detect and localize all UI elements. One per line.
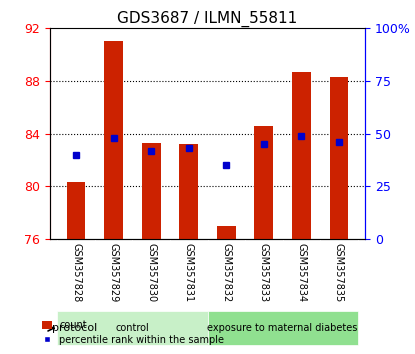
Bar [179, 144, 198, 239]
Text: exposure to maternal diabetes: exposure to maternal diabetes [208, 323, 358, 333]
Title: GDS3687 / ILMN_55811: GDS3687 / ILMN_55811 [117, 11, 298, 27]
FancyBboxPatch shape [57, 311, 208, 345]
Text: GSM357831: GSM357831 [184, 243, 194, 302]
Text: protocol: protocol [52, 323, 97, 333]
Bar [330, 77, 348, 239]
Bar [142, 143, 161, 239]
FancyBboxPatch shape [208, 311, 358, 345]
Bar [254, 126, 273, 239]
Bar [292, 72, 311, 239]
Bar [217, 226, 236, 239]
Bar [104, 41, 123, 239]
Text: GSM357830: GSM357830 [146, 243, 156, 302]
Text: GSM357835: GSM357835 [334, 243, 344, 302]
Text: GSM357834: GSM357834 [296, 243, 306, 302]
Bar [67, 183, 85, 239]
Text: GSM357833: GSM357833 [259, 243, 269, 302]
Text: GSM357832: GSM357832 [221, 243, 231, 302]
Text: GSM357829: GSM357829 [109, 243, 119, 302]
Text: GSM357828: GSM357828 [71, 243, 81, 302]
Legend: count, percentile rank within the sample: count, percentile rank within the sample [38, 316, 228, 349]
Text: control: control [115, 323, 149, 333]
